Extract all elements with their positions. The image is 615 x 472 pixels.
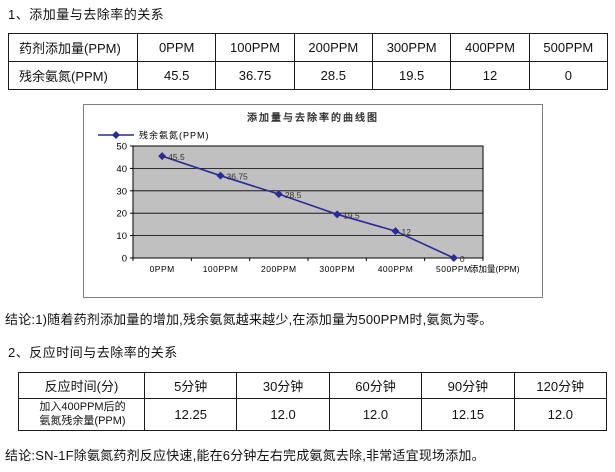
table-cell: 60分钟 (328, 372, 423, 399)
table-cell: 28.5 (293, 61, 373, 90)
row-label-cell: 药剂添加量(PPM) (8, 33, 138, 62)
svg-text:400PPM: 400PPM (378, 264, 414, 274)
svg-text:20: 20 (116, 209, 127, 220)
dosage-table: 药剂添加量(PPM) 0PPM 100PPM 200PPM 300PPM 400… (8, 33, 609, 90)
svg-text:19.5: 19.5 (343, 210, 360, 220)
conclusion2-text: 结论:SN-1F除氨氮药剂反应快速,能在6分钟左右完成氨氮去除,非常适宜现场添加… (5, 448, 485, 463)
svg-text:0: 0 (122, 254, 127, 265)
svg-text:添加量与去除率的曲线图: 添加量与去除率的曲线图 (247, 111, 379, 124)
table-cell: 30分钟 (236, 372, 330, 399)
table-cell: 19.5 (371, 61, 452, 90)
svg-text:0: 0 (460, 254, 465, 264)
svg-text:100PPM: 100PPM (203, 264, 239, 274)
svg-text:残余氨氮(PPM): 残余氨氮(PPM) (139, 130, 210, 141)
svg-text:28.5: 28.5 (285, 190, 302, 200)
svg-text:200PPM: 200PPM (261, 264, 297, 274)
svg-text:40: 40 (116, 164, 127, 175)
table-cell: 12 (450, 61, 530, 90)
table-cell: 12.0 (236, 398, 330, 431)
table-cell: 90分钟 (421, 372, 515, 399)
svg-text:0PPM: 0PPM (150, 264, 175, 274)
svg-text:添加量(PPM): 添加量(PPM) (470, 264, 520, 274)
table-cell: 12.0 (328, 398, 423, 431)
table-cell: 100PPM (215, 33, 295, 62)
svg-text:36.75: 36.75 (227, 172, 249, 182)
row-label-cell: 反应时间(分) (18, 372, 145, 399)
chart-object: 添加量与去除率的曲线图 0 10 20 30 40 50 0PPM 100PPM 200PPM 30… (83, 104, 543, 298)
table-cell: 400PPM (450, 33, 530, 62)
svg-text:10: 10 (116, 231, 127, 242)
reaction-time-table: 反应时间(分) 5分钟 30分钟 60分钟 90分钟 120分钟 加入400PP… (18, 372, 608, 431)
svg-text:30: 30 (116, 186, 127, 197)
svg-text:50: 50 (116, 142, 127, 153)
table-cell: 120分钟 (513, 372, 608, 399)
table-cell: 500PPM (528, 33, 609, 62)
row-label-cell: 残余氨氮(PPM) (8, 61, 138, 90)
table-row: 加入400PPM后的 氨氮残余量(PPM) 12.25 12.0 12.0 12… (18, 398, 608, 431)
table-cell: 36.75 (215, 61, 295, 90)
table-row: 反应时间(分) 5分钟 30分钟 60分钟 90分钟 120分钟 (18, 372, 608, 399)
table-cell: 12.15 (421, 398, 515, 431)
svg-text:300PPM: 300PPM (319, 264, 355, 274)
table-cell: 12.25 (143, 398, 238, 431)
section2-title: 2、反应时间与去除率的关系 (8, 345, 178, 360)
svg-text:12: 12 (402, 227, 412, 237)
table-cell: 5分钟 (143, 372, 238, 399)
table-row: 残余氨氮(PPM) 45.5 36.75 28.5 19.5 12 0 (8, 61, 609, 90)
table-cell: 200PPM (293, 33, 373, 62)
section1-title: 1、添加量与去除率的关系 (8, 7, 165, 22)
row-label-cell: 加入400PPM后的 氨氮残余量(PPM) (18, 398, 145, 431)
table-cell: 0PPM (136, 33, 217, 62)
svg-text:500PPM: 500PPM (436, 264, 472, 274)
table-cell: 0 (528, 61, 609, 90)
conclusion1-text: 结论:1)随着药剂添加量的增加,残余氨氮越来越少,在添加量为500PPM时,氨氮… (5, 312, 493, 327)
table-cell: 300PPM (371, 33, 452, 62)
table-cell: 12.0 (513, 398, 608, 431)
table-row: 药剂添加量(PPM) 0PPM 100PPM 200PPM 300PPM 400… (8, 33, 609, 62)
table-cell: 45.5 (136, 61, 217, 90)
svg-text:45.5: 45.5 (168, 152, 185, 162)
